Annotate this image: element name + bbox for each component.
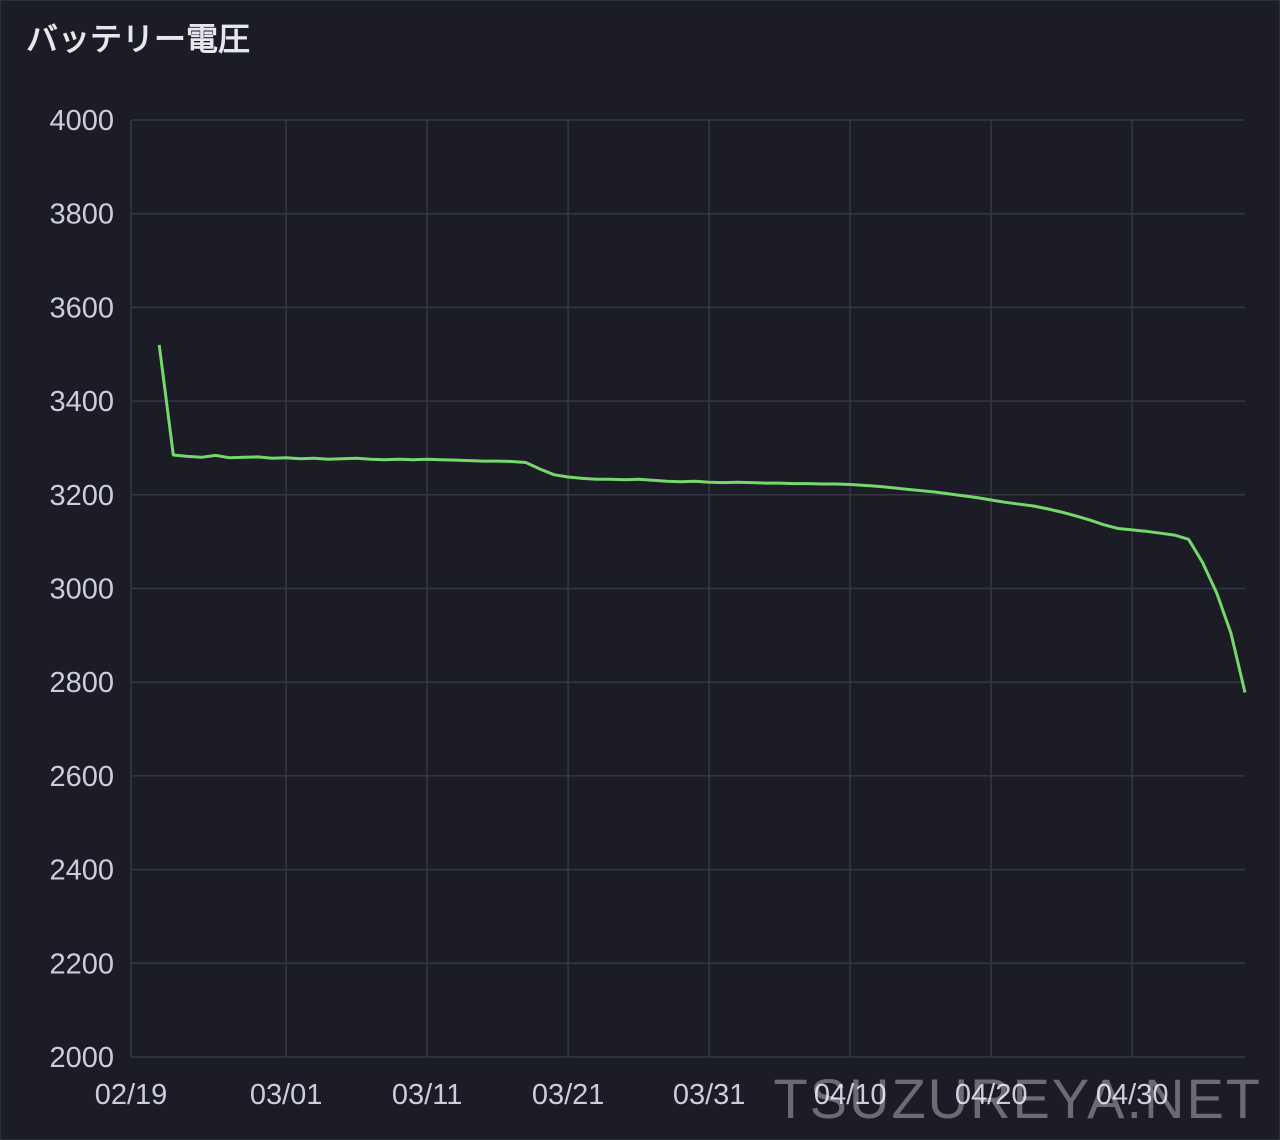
plot [157, 344, 1247, 693]
y-tick-label: 3600 [49, 292, 114, 324]
x-tick-label: 03/11 [392, 1079, 462, 1111]
panel-title: バッテリー電圧 [26, 21, 250, 57]
y-tick-label: 3400 [49, 386, 114, 418]
y-tick-label: 3200 [49, 480, 114, 512]
y-tick-label: 2800 [49, 667, 114, 699]
y-tick-label: 2400 [49, 855, 114, 887]
watermark: TSUZUREYA.NET [773, 1067, 1262, 1130]
x-tick-label: 04/30 [1096, 1079, 1169, 1111]
x-tick-label: 04/10 [814, 1079, 887, 1111]
labels: 2000 2200 2400 2600 2800 3000 3200 3400 3600 3800… [49, 105, 1168, 1111]
x-tick-label: 02/19 [95, 1079, 168, 1111]
x-tick-label: 03/31 [673, 1079, 746, 1111]
series-line [157, 344, 1247, 693]
y-tick-label: 3000 [49, 574, 114, 606]
y-tick-label: 3800 [49, 199, 114, 231]
x-tick-label: 04/20 [955, 1079, 1028, 1111]
y-tick-label: 2000 [49, 1042, 114, 1074]
x-tick-label: 03/21 [532, 1079, 605, 1111]
x-tick-label: 03/01 [250, 1079, 323, 1111]
grid [130, 119, 1245, 1058]
y-tick-label: 4000 [49, 105, 114, 137]
y-tick-label: 2600 [49, 761, 114, 793]
y-tick-label: 2200 [49, 948, 114, 980]
